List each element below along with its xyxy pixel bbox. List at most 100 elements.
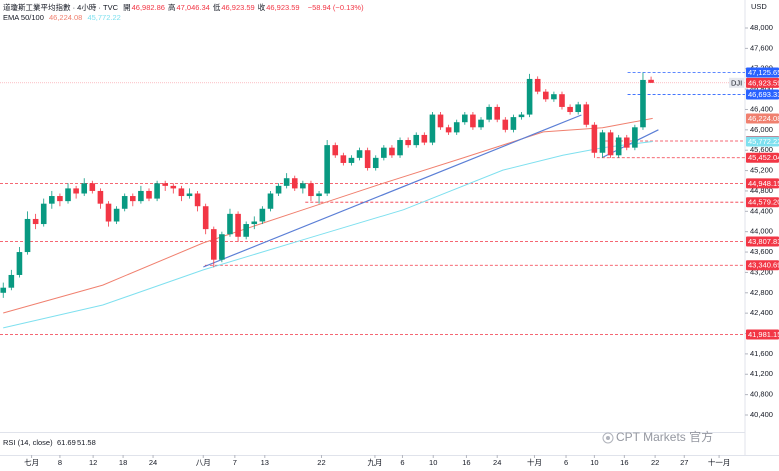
y-tick-label: 42,800 xyxy=(750,288,773,297)
x-tick-label: 6 xyxy=(400,458,404,467)
candle-body xyxy=(575,104,581,113)
candle-body xyxy=(194,193,201,207)
candle-body xyxy=(591,124,598,153)
y-tick-label: 40,800 xyxy=(750,390,773,399)
candle-body xyxy=(542,91,549,100)
x-tick-label: 8 xyxy=(58,458,62,467)
candle-body xyxy=(259,208,266,222)
candle-body xyxy=(267,193,274,209)
x-tick-label: 16 xyxy=(462,458,470,467)
candle-body xyxy=(130,196,136,202)
y-tick-label: 46,800 xyxy=(750,84,773,93)
candle-body xyxy=(494,106,501,120)
candle-body xyxy=(40,203,47,225)
candle-body xyxy=(251,221,258,225)
x-tick-label: 16 xyxy=(620,458,628,467)
x-tick-label: 十一月 xyxy=(708,457,731,467)
price-label: 43,807.83 xyxy=(748,237,779,246)
candle-body xyxy=(648,79,654,83)
ohlc-key: 低 xyxy=(212,3,221,12)
x-tick-label: 九月 xyxy=(367,458,382,467)
ohlc-value: 47,046.34 xyxy=(176,3,210,12)
price-label: 41,981.15 xyxy=(748,330,779,339)
candle-body xyxy=(162,183,168,186)
candle-body xyxy=(0,287,7,293)
candle-body xyxy=(324,145,330,194)
x-tick-label: 27 xyxy=(680,458,688,467)
price-label: 43,340.69 xyxy=(748,261,779,270)
price-label: 44,579.20 xyxy=(748,198,779,207)
indicator-label: EMA 50/100 xyxy=(3,13,44,22)
candle-body xyxy=(227,213,233,235)
ohlc-value: 46,982.86 xyxy=(131,3,165,12)
candle-body xyxy=(105,203,112,222)
indicator-value: 46,224.08 xyxy=(48,13,83,22)
y-tick-label: 45,200 xyxy=(750,166,773,175)
candle-body xyxy=(186,193,193,197)
candle-body xyxy=(275,185,282,194)
candle-body xyxy=(121,196,128,209)
candle-body xyxy=(470,114,476,128)
rsi-value: 61.69 xyxy=(57,438,76,447)
candle-body xyxy=(397,140,403,156)
y-tick-label: 48,000 xyxy=(750,23,773,32)
candle-body xyxy=(283,178,290,186)
x-tick-label: 10 xyxy=(590,458,598,467)
candle-body xyxy=(421,134,428,143)
price-label-box xyxy=(746,178,779,189)
symbol-tag xyxy=(729,77,744,88)
candle-body xyxy=(583,104,590,125)
price-label: 47,125.65 xyxy=(748,68,779,77)
candle-body xyxy=(138,190,144,202)
candle-body xyxy=(300,183,306,189)
symbol-tag-text: DJI xyxy=(731,78,742,87)
ohlc-value: 46,923.59 xyxy=(266,3,300,12)
watermark: CPT Markets 官方 xyxy=(602,429,713,444)
candle-body xyxy=(453,122,460,133)
x-tick-label: 7 xyxy=(233,458,237,467)
price-label-box xyxy=(746,260,779,271)
candle-body xyxy=(518,114,525,118)
candle-body xyxy=(154,183,160,199)
y-tick-label: 46,400 xyxy=(750,104,773,113)
candle-body xyxy=(8,274,15,288)
candle-body xyxy=(567,106,573,113)
candle-body xyxy=(372,157,379,169)
y-tick-label: 45,600 xyxy=(750,145,773,154)
x-tick-label: 22 xyxy=(651,458,659,467)
y-tick-label: 46,000 xyxy=(750,125,773,134)
y-tick-label: 44,400 xyxy=(750,206,773,215)
candle-body xyxy=(429,114,436,143)
y-tick-label: 44,800 xyxy=(750,186,773,195)
candle-body xyxy=(462,114,468,123)
candle-body xyxy=(49,196,55,204)
ema-line xyxy=(3,141,653,329)
price-label: 46,693.33 xyxy=(748,90,779,99)
x-tick-label: 十月 xyxy=(527,457,542,467)
price-label-box xyxy=(746,67,779,78)
symbol-title: 道瓊斯工業平均指數 · 4小時 · TVC xyxy=(3,3,119,12)
price-label-box xyxy=(746,152,779,163)
candle-body xyxy=(291,178,298,189)
indicator-value: 45,772.22 xyxy=(87,13,121,22)
candle-body xyxy=(445,127,452,133)
x-tick-label: 18 xyxy=(119,458,127,467)
candle-body xyxy=(219,234,225,260)
candle-body xyxy=(534,78,541,92)
candle-body xyxy=(170,185,177,189)
trend-line xyxy=(203,114,582,268)
candle-body xyxy=(24,218,31,253)
price-label-box xyxy=(746,77,779,88)
y-tick-label: 43,600 xyxy=(750,247,773,256)
candle-body xyxy=(405,140,411,146)
change: −58.94 (−0.13%) xyxy=(307,3,364,12)
candle-body xyxy=(437,114,444,128)
price-label-box xyxy=(746,236,779,247)
candle-body xyxy=(623,137,630,148)
candle-body xyxy=(348,157,355,163)
y-tick-label: 44,000 xyxy=(750,227,773,236)
y-tick-label: 41,200 xyxy=(750,369,773,378)
x-tick-label: 12 xyxy=(89,458,97,467)
candle-body xyxy=(340,155,347,163)
